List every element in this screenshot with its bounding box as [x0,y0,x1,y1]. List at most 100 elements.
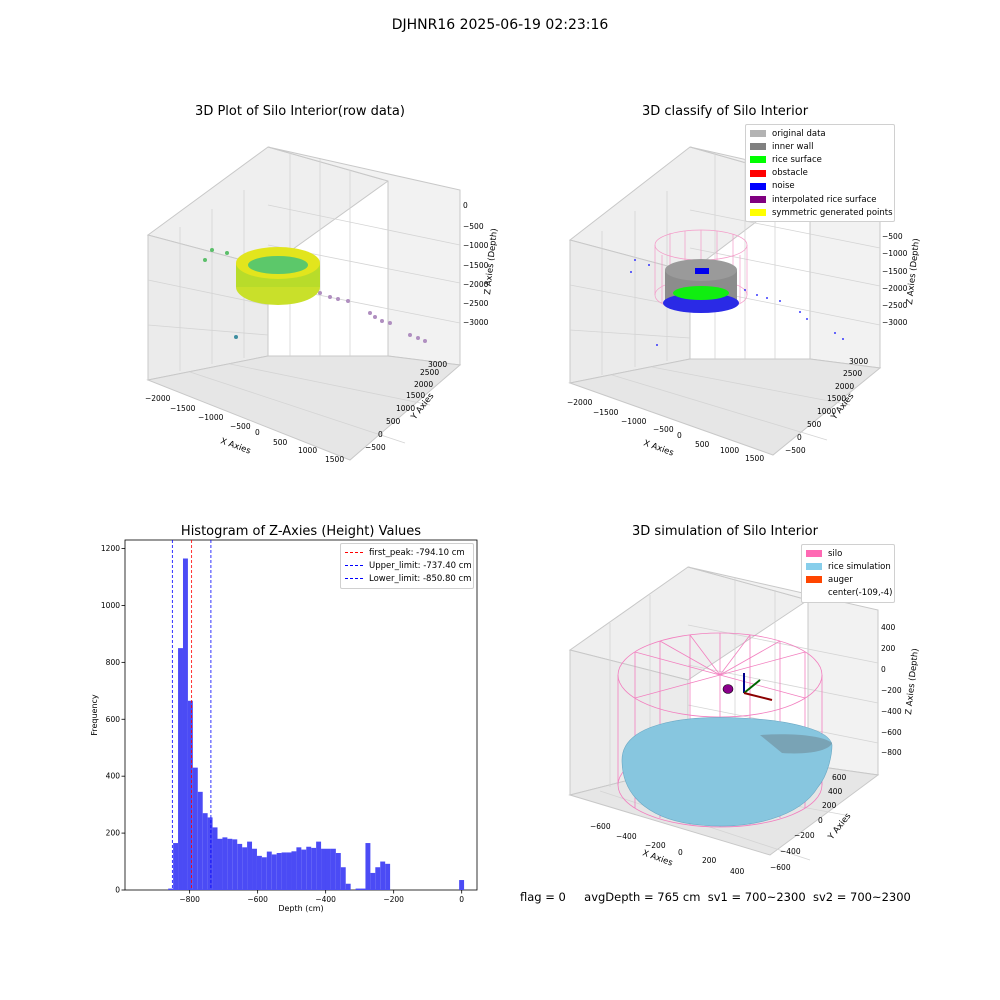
hist-bar [380,861,386,890]
hist-bar [192,767,198,890]
hist-bar [266,851,272,890]
legend-item: interpolated rice surface [750,193,890,206]
panel1-ytick: 500 [386,417,401,426]
legend-item: rice surface [750,153,890,166]
panel1-ztick: −1000 [463,241,489,250]
panel1-xtick: −2000 [145,394,171,403]
legend-label: original data [772,128,826,139]
hist-xtick-label: −400 [315,895,336,904]
hist-bar [459,880,465,890]
hist-bar [227,838,233,890]
panel2-ytick: 3000 [849,357,868,366]
hist-bar [256,855,262,890]
legend-item: inner wall [750,140,890,153]
panel4-rice-ridge [760,734,832,754]
panel4-ztick: −800 [881,748,902,757]
line-first-peak [345,552,363,554]
panel2-xtick: 500 [695,440,710,449]
hist-bar [325,848,331,890]
hist-bar [168,888,174,890]
swatch-obstacle [750,169,766,177]
hist-bar [182,558,188,890]
legend-label: Upper_limit: -737.40 cm [369,560,472,571]
legend-label: center(-109,-4) [828,588,893,599]
panel2-yticks: −500 0 500 1000 1500 2000 2500 3000 [785,357,868,455]
hist-ytick-label: 0 [115,886,120,895]
hist-bar [276,853,282,890]
panel1-3d-plot: −2000 −1500 −1000 −500 0 500 1000 1500 X… [145,146,500,464]
panel4-ztick: 0 [881,665,886,674]
panel4-yticks: −600 −400 −200 0 200 400 600 [770,773,847,872]
hist-yticks: 0 200 400 600 800 1000 1200 [101,544,125,895]
swatch-auger [806,576,822,584]
panel4-xticks: −600 −400 −200 0 200 400 [590,822,745,876]
line-lower-limit [345,578,363,580]
panel4-ztick: −400 [881,707,902,716]
legend-item: auger [806,573,890,586]
hist-bar [301,849,307,890]
hist-bar [217,838,223,890]
panel4-ytick: 400 [828,787,843,796]
sv2-text: sv2 = 700~2300 [812,890,911,904]
hist-bar [335,853,341,890]
hist-ytick-label: 800 [106,658,121,667]
panel4-auger [722,684,734,694]
panel4-zticks: 400 200 0 −200 −400 −600 −800 [881,623,902,757]
hist-bar [281,852,287,890]
panel4-xtick: −600 [590,822,611,831]
panel1-ytick: 2000 [414,380,433,389]
panel2-ztick: −1000 [882,249,908,258]
figure-suptitle: DJHNR16 2025-06-19 02:23:16 [391,17,609,33]
hist-ytick-label: 1200 [101,544,120,553]
histogram-chart: −800 −600 −400 −200 0 020040060080010001200 … [90,539,478,913]
hist-bar [252,848,257,890]
legend-label: silo [828,548,843,559]
panel4-ztick: −600 [881,728,902,737]
hist-bar [247,841,253,890]
panel4-ylabel: Y Axies [826,811,854,843]
panel2-title: 3D classify of Silo Interior [641,104,809,119]
panel1-xticks: −2000 −1500 −1000 −500 0 500 1000 1500 [145,394,344,464]
panel1-zticks: 0 −500 −1000 −1500 −2000 −2500 −3000 [463,201,489,327]
panel2-noise-cluster [695,268,709,274]
panel2-ytick: 2000 [835,382,854,391]
hist-bar [330,848,336,890]
hist-bar [385,863,391,890]
hist-bar [197,791,203,890]
swatch-rice-simulation [806,563,822,571]
swatch-center [806,590,822,597]
hist-xtick-label: 0 [459,895,464,904]
panel1-ytick: 1500 [406,391,425,400]
panel1-ztick: −2000 [463,280,489,289]
hist-xticks: −800 −600 −400 −200 0 [179,890,464,904]
panel2-ytick: 500 [807,420,822,429]
swatch-silo [806,550,822,558]
panel2-ztick: −2000 [882,284,908,293]
panel1-ztick: −2500 [463,299,489,308]
hist-xlabel: Depth (cm) [278,904,323,913]
hist-bar [187,700,193,890]
panel4-legend: silo rice simulation auger center(-109,-… [801,544,895,603]
legend-label: first_peak: -794.10 cm [369,547,465,558]
panel1-xtick: −500 [230,422,251,431]
hist-bar [207,817,213,890]
legend-label: inner wall [772,141,814,152]
panel4-ztick: 200 [881,644,896,653]
panel2-ztick: −3000 [882,318,908,327]
panel1-title: 3D Plot of Silo Interior(row data) [195,104,405,119]
panel2-zlabel: Z Axies (Depth) [905,238,922,305]
hist-ytick-label: 1000 [101,601,120,610]
legend-item: center(-109,-4) [806,587,893,600]
hist-bar [360,888,366,890]
legend-label: obstacle [772,168,808,179]
flag-text: flag = 0 [520,890,566,904]
panel1-xtick: 1500 [325,455,344,464]
panel4-ztick: −200 [881,686,902,695]
legend-label: noise [772,181,795,192]
panel1-zlabel: Z Axies (Depth) [483,228,500,295]
panel1-ztick: 0 [463,201,468,210]
swatch-rice-surface [750,156,766,164]
panel2-xtick: −2000 [567,398,593,407]
hist-bar [222,837,228,890]
panel2-zticks: 0 −500 −1000 −1500 −2000 −2500 −3000 [882,214,908,327]
